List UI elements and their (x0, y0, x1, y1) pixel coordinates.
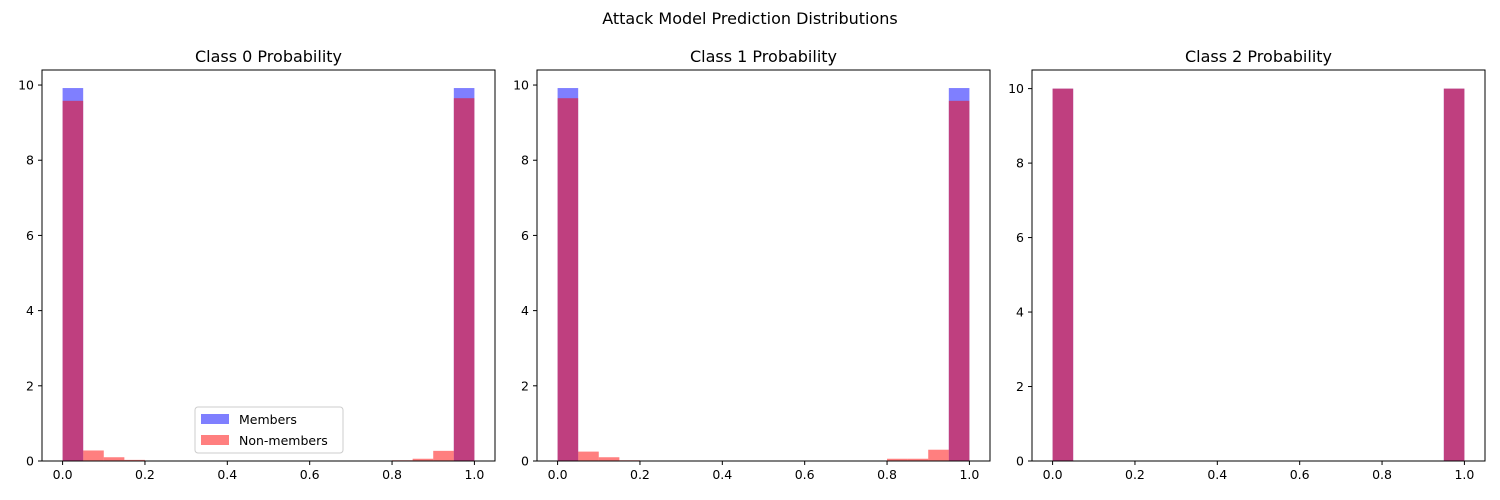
chart-panel-1: Class 1 Probability 0.0 0.2 0.4 0.6 0.8 1.0 0 2 4… (513, 47, 991, 482)
panel-title: Class 2 Probability (1185, 47, 1332, 66)
x-tick-label: 0.0 (1043, 467, 1063, 482)
y-tick-label: 2 (1016, 379, 1024, 394)
y-tick-label: 10 (513, 78, 529, 93)
y-tick-label: 8 (26, 153, 34, 168)
histogram-bar (103, 457, 125, 461)
x-tick-label: 0.8 (877, 467, 897, 482)
histogram-bar (907, 458, 929, 461)
x-tick-label: 0.6 (300, 467, 320, 482)
x-tick-label: 0.4 (712, 467, 732, 482)
x-tick-label: 1.0 (464, 467, 484, 482)
histogram-bar (948, 100, 970, 461)
panel-title: Class 1 Probability (690, 47, 837, 66)
histogram-bar (62, 100, 84, 461)
y-tick-label: 0 (26, 454, 34, 469)
y-tick-label: 10 (18, 78, 34, 93)
y-tick-label: 8 (521, 153, 529, 168)
series-members (1052, 88, 1465, 461)
y-tick-label: 6 (1016, 230, 1024, 245)
series-members (62, 88, 475, 462)
histogram-bar (453, 98, 475, 461)
y-tick-label: 0 (521, 454, 529, 469)
chart-panel-2: Class 2 Probability 0.0 0.2 0.4 0.6 0.8 1.0 0 2 4… (1008, 47, 1486, 482)
histogram-bar (557, 98, 579, 461)
y-tick-label: 6 (26, 228, 34, 243)
x-tick-label: 0.4 (1207, 467, 1227, 482)
x-tick-label: 0.2 (1125, 467, 1145, 482)
series-non-members (557, 98, 970, 461)
x-tick-label: 0.6 (795, 467, 815, 482)
x-tick-label: 0.2 (135, 467, 155, 482)
histogram-bar (928, 449, 949, 461)
series-non-members (1052, 88, 1465, 461)
histogram-bar (887, 458, 908, 461)
x-tick-label: 0.0 (53, 467, 73, 482)
panel-title: Class 0 Probability (195, 47, 342, 66)
histogram-bar (83, 450, 104, 461)
y-tick-label: 2 (26, 378, 34, 393)
histogram-bar (578, 451, 599, 461)
x-tick-label: 1.0 (1454, 467, 1474, 482)
x-tick-label: 0.6 (1290, 467, 1310, 482)
histogram-bar (1443, 88, 1465, 461)
y-tick-label: 0 (1016, 454, 1024, 469)
histogram-bar (412, 458, 434, 461)
axes-frame (1031, 69, 1486, 462)
x-tick-label: 0.8 (382, 467, 402, 482)
legend-swatch (201, 414, 229, 424)
y-tick-label: 4 (26, 303, 34, 318)
y-tick-label: 4 (1016, 305, 1024, 320)
legend-box (194, 406, 344, 454)
x-tick-label: 0.0 (548, 467, 568, 482)
histogram-bar (433, 450, 454, 461)
y-tick-label: 2 (521, 378, 529, 393)
legend-label: Non-members (239, 433, 328, 448)
x-tick-label: 0.2 (630, 467, 650, 482)
y-tick-label: 4 (521, 303, 529, 318)
y-tick-label: 8 (1016, 156, 1024, 171)
histogram-bar (1052, 88, 1074, 461)
y-tick-label: 10 (1008, 81, 1024, 96)
chart-panel-0: Class 0 Probability 0.0 0.2 0.4 0.6 0.8 1.0 0 2 4… (18, 47, 496, 482)
x-tick-label: 1.0 (959, 467, 979, 482)
legend: Members Non-members (194, 406, 344, 454)
series-members (557, 88, 970, 462)
x-tick-label: 0.4 (217, 467, 237, 482)
x-tick-label: 0.8 (1372, 467, 1392, 482)
y-tick-label: 6 (521, 228, 529, 243)
axes-frame (41, 69, 496, 462)
figure-suptitle: Attack Model Prediction Distributions (602, 9, 898, 28)
axes-frame (536, 69, 991, 462)
histogram-bar (598, 457, 620, 461)
series-non-members (62, 98, 475, 461)
histogram-bar (124, 459, 145, 461)
legend-swatch (201, 435, 229, 445)
legend-label: Members (239, 412, 297, 427)
